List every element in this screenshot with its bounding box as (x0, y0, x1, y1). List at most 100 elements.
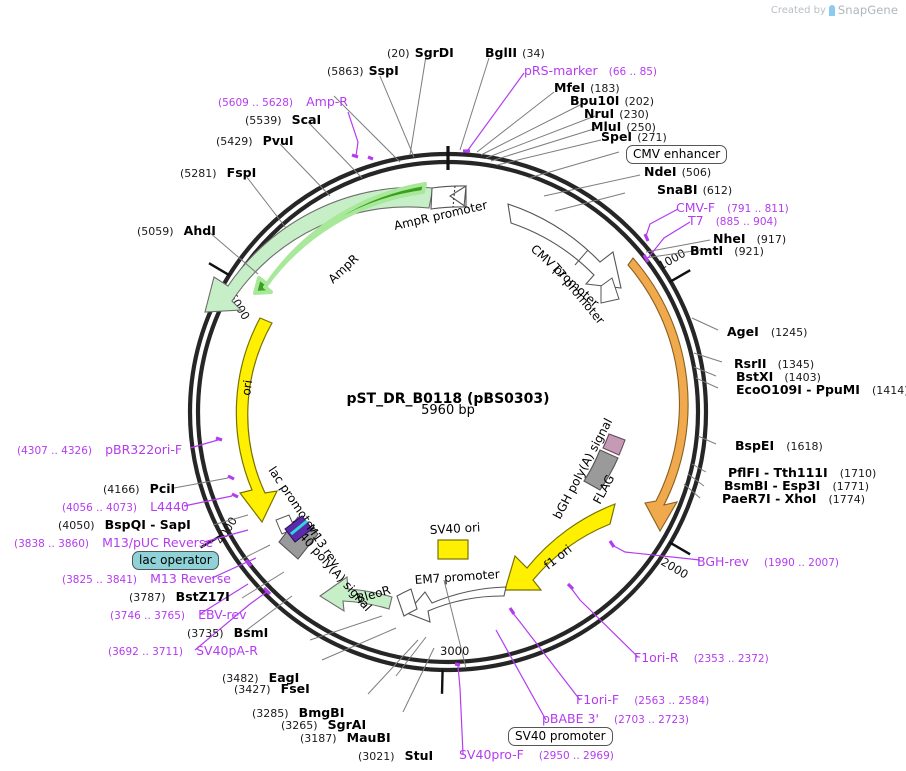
enzyme-label-ecoo109i-ppumi[interactable]: EcoO109I - PpuMI (1414) (736, 381, 906, 397)
primer-label-prs-marker[interactable]: pRS-marker (66 .. 85) (524, 62, 657, 78)
enzyme-label-bmgbi[interactable]: (3285) BmgBI (252, 704, 344, 720)
primer-range: (3746 .. 3765) (110, 610, 185, 622)
enzyme-label-maubi[interactable]: (3187) MauBI (300, 729, 391, 745)
enzyme-pos: (230) (619, 108, 649, 121)
enzyme-label-pcii[interactable]: (4166) PciI (103, 480, 175, 496)
primer-name: Amp-R (306, 94, 348, 109)
enzyme-label-bsmbi-esp3i[interactable]: BsmBI - Esp3I (1771) (724, 477, 869, 493)
enzyme-pos: (1618) (786, 440, 823, 453)
feature-ori[interactable]: ori (235, 317, 279, 524)
feature-bgh-polya-signal[interactable]: bGH poly(A) signal (550, 416, 619, 521)
enzyme-name: SspI (368, 63, 399, 78)
enzyme-pos: (5059) (137, 225, 174, 238)
primer-label-cmv-f[interactable]: CMV-F (791 .. 811) (676, 199, 789, 215)
enzyme-label-ndei[interactable]: NdeI (506) (644, 163, 711, 179)
primer-name: M13/pUC Reverse (102, 535, 214, 550)
primer-name: T7 (688, 213, 704, 228)
enzyme-pos: (202) (624, 95, 655, 108)
enzyme-label-bglii[interactable]: BglII (34) (485, 44, 545, 60)
enzyme-label-bstz17i[interactable]: (3787) BstZ17I (129, 588, 230, 604)
primer-label-amp-r[interactable]: (5609 .. 5628) Amp-R (218, 93, 348, 109)
primer-label-f1ori-f[interactable]: F1ori-F (2563 .. 2584) (576, 691, 709, 707)
enzyme-pos: (1771) (832, 480, 870, 493)
enzyme-name: PvuI (262, 133, 294, 148)
enzyme-label-mfei[interactable]: MfeI (183) (554, 79, 620, 95)
enzyme-pos: (3285) (252, 707, 289, 720)
primer-name: BGH-rev (697, 554, 749, 569)
enzyme-label-bsmi[interactable]: (3735) BsmI (187, 624, 268, 640)
enzyme-label-bstxi[interactable]: BstXI (1403) (736, 368, 821, 384)
enzyme-name: AhdI (183, 223, 216, 238)
primer-label-sv40pro-f[interactable]: SV40pro-F (2950 .. 2969) (459, 746, 614, 762)
primer-label-bgh-rev[interactable]: BGH-rev (1990 .. 2007) (697, 553, 839, 569)
enzyme-pos: (5281) (180, 167, 217, 180)
primer-name: EBV-rev (198, 607, 247, 622)
primer-range: (2703 .. 2723) (614, 714, 689, 726)
primer-name: F1ori-F (576, 692, 620, 707)
enzyme-pos: (921) (734, 245, 764, 258)
enzyme-label-fsei[interactable]: (3427) FseI (234, 680, 310, 696)
enzyme-label-mlui[interactable]: MluI (250) (591, 118, 656, 134)
enzyme-label-bmti[interactable]: BmtI (921) (690, 242, 764, 258)
enzyme-label-eagi[interactable]: (3482) EagI (222, 669, 299, 685)
primer-label-f1ori-r[interactable]: F1ori-R (2353 .. 2372) (634, 649, 769, 665)
enzyme-pos: (3187) (300, 732, 337, 745)
enzyme-label-sgrai[interactable]: (3265) SgrAI (281, 716, 366, 732)
plasmid-length: 5960 bp (421, 403, 475, 418)
enzyme-label-pflfi-tth111i[interactable]: PflFI - Tth111I (1710) (728, 464, 876, 480)
feature-label-cmv-enhancer-box[interactable]: CMV enhancer (626, 145, 728, 164)
primer-label-pbr322ori-f[interactable]: (4307 .. 4326) pBR322ori-F (17, 441, 182, 457)
feature-label-ampr: AmpR (325, 251, 361, 286)
primer-label-t7[interactable]: T7 (885 .. 904) (688, 212, 777, 228)
primer-label-ebv-rev[interactable]: (3746 .. 3765) EBV-rev (110, 606, 246, 622)
enzyme-label-agei[interactable]: AgeI (1245) (727, 323, 807, 339)
enzyme-pos: (3735) (187, 627, 224, 640)
primer-label-pbabe-3prime[interactable]: pBABE 3' (2703 .. 2723) (542, 710, 689, 726)
primer-label-m13-reverse[interactable]: (3825 .. 3841) M13 Reverse (62, 570, 231, 586)
enzyme-label-spei[interactable]: SpeI (271) (601, 128, 667, 144)
feature-label-sv40-promoter-box[interactable]: SV40 promoter (508, 727, 613, 746)
enzyme-label-stui[interactable]: (3021) StuI (358, 747, 433, 763)
feature-bleor-promoter-stub[interactable] (396, 588, 418, 617)
enzyme-pos: (4166) (103, 483, 140, 496)
enzyme-label-pvui[interactable]: (5429) PvuI (216, 132, 294, 148)
enzyme-name: NdeI (644, 164, 677, 179)
enzyme-label-rsrii[interactable]: RsrII (1345) (734, 355, 814, 371)
enzyme-label-bpu10i[interactable]: Bpu10I (202) (570, 92, 654, 108)
attribution-brand: SnapGene (837, 3, 898, 17)
feature-orange-insert-arc[interactable] (627, 257, 689, 533)
enzyme-label-fspi[interactable]: (5281) FspI (180, 164, 256, 180)
feature-label-lac-operator-box[interactable]: lac operator (132, 551, 219, 570)
enzyme-pos: (5539) (245, 114, 282, 127)
primer-label-m13-puc-reverse[interactable]: (3838 .. 3860) M13/pUC Reverse (14, 534, 213, 550)
primer-range: (885 .. 904) (715, 216, 778, 228)
enzyme-label-sspi[interactable]: (5863) SspI (327, 62, 399, 78)
enzyme-label-bspei[interactable]: BspEI (1618) (735, 437, 823, 453)
primer-name: F1ori-R (634, 650, 679, 665)
enzyme-label-sgrdi[interactable]: (20) SgrDI (387, 44, 454, 60)
primer-name: SV40pA-R (196, 643, 258, 658)
feature-em7-promoter[interactable]: EM7 promoter (406, 567, 507, 623)
enzyme-label-bspqi-sapi[interactable]: (4050) BspQI - SapI (58, 516, 191, 532)
enzyme-name: NheI (713, 231, 746, 246)
feature-box-text: CMV enhancer (626, 145, 728, 164)
enzyme-pos: (250) (626, 121, 656, 134)
primer-label-sv40pa-r[interactable]: (3692 .. 3711) SV40pA-R (108, 642, 258, 658)
enzyme-pos: (5429) (216, 135, 253, 148)
enzyme-name: PaeR7I - XhoI (722, 491, 817, 506)
snapgene-attribution: Created by SnapGene (771, 3, 898, 17)
enzyme-label-snabi[interactable]: SnaBI (612) (657, 181, 732, 197)
enzyme-label-paer7i-xhoi[interactable]: PaeR7I - XhoI (1774) (722, 490, 865, 506)
enzyme-name: BspQI - SapI (104, 517, 191, 532)
primer-name: M13 Reverse (150, 571, 232, 586)
primer-name: pRS-marker (524, 63, 598, 78)
enzyme-label-ahdi[interactable]: (5059) AhdI (137, 222, 216, 238)
feature-sv40-ori[interactable]: SV40 ori (429, 520, 481, 560)
feature-label-em7-promoter: EM7 promoter (414, 567, 500, 587)
enzyme-name: NruI (584, 106, 615, 121)
enzyme-label-nhei[interactable]: NheI (917) (713, 230, 786, 246)
coordinate-ticks (199, 262, 691, 694)
enzyme-label-scai[interactable]: (5539) ScaI (245, 111, 321, 127)
primer-label-l4440[interactable]: (4056 .. 4073) L4440 (62, 498, 189, 514)
enzyme-label-nrui[interactable]: NruI (230) (584, 105, 649, 121)
